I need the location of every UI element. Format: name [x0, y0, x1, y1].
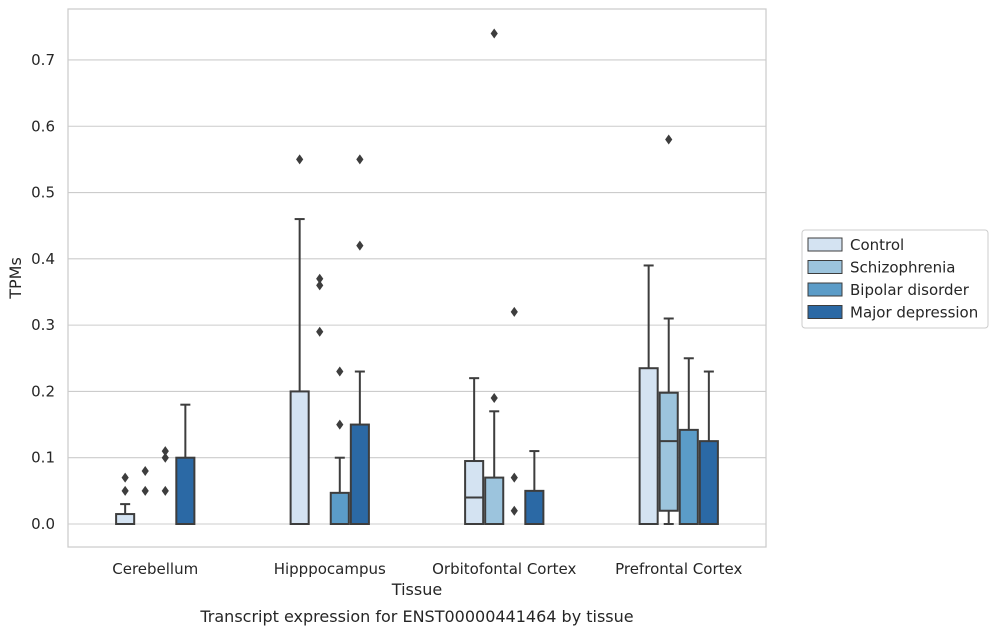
outlier-point	[510, 505, 518, 516]
outlier-point	[121, 485, 129, 496]
outlier-point	[490, 393, 498, 404]
box-group	[464, 377, 485, 526]
box	[349, 423, 370, 525]
box	[464, 460, 485, 526]
box-group	[510, 306, 518, 516]
box-group	[329, 366, 350, 525]
y-axis-label: TPMs	[6, 257, 25, 300]
box-group	[161, 446, 169, 496]
legend-swatch	[807, 237, 843, 252]
x-tick-label: Hipppocampus	[274, 560, 386, 578]
outlier-point	[161, 485, 169, 496]
outlier-point	[141, 485, 149, 496]
y-tick-label: 0.3	[31, 316, 55, 334]
y-tick-label: 0.0	[31, 515, 55, 533]
box	[115, 513, 136, 526]
outlier-point	[336, 366, 344, 377]
outlier-point	[356, 154, 364, 165]
legend-swatch	[807, 260, 843, 274]
x-tick-label: Prefrontal Cortex	[615, 560, 742, 578]
box-group	[638, 264, 659, 525]
box-group	[678, 357, 699, 525]
outlier-point	[356, 240, 364, 251]
box-group	[698, 370, 719, 526]
legend-label: Control	[850, 236, 904, 254]
plot-frame	[67, 8, 767, 548]
outlier-point	[510, 306, 518, 317]
outlier-point	[121, 472, 129, 483]
x-tick-label: Orbitofontal Cortex	[432, 560, 576, 578]
box	[678, 428, 699, 525]
outlier-point	[490, 28, 498, 39]
x-tick-labels: Cerebellum Hipppocampus Orbitofontal Corte…	[112, 560, 742, 578]
legend-swatch	[807, 282, 843, 297]
legend-label: Major depression	[850, 304, 978, 322]
chart-caption: Transcript expression for ENST0000044146…	[199, 607, 633, 626]
box	[289, 390, 310, 526]
outlier-point	[316, 326, 324, 337]
box-series	[115, 28, 719, 526]
box-group	[349, 154, 370, 525]
box	[638, 367, 659, 525]
outlier-point	[316, 273, 324, 284]
outlier-point	[336, 419, 344, 430]
outlier-point	[296, 154, 304, 165]
box	[698, 440, 719, 526]
box	[524, 489, 545, 526]
box-group	[316, 273, 324, 337]
box-group	[658, 134, 679, 525]
outlier-point	[141, 465, 149, 476]
box-group	[289, 154, 310, 526]
legend-frame	[801, 229, 989, 329]
outlier-point	[510, 472, 518, 483]
legend-label: Schizophrenia	[850, 259, 955, 277]
legend-label: Bipolar disorder	[850, 281, 970, 299]
y-tick-label: 0.6	[31, 117, 55, 135]
box-group	[484, 28, 505, 525]
y-tick-label: 0.2	[31, 382, 55, 400]
x-tick-label: Cerebellum	[112, 560, 198, 578]
box-group	[115, 472, 136, 526]
box-group	[524, 450, 545, 526]
y-tick-label: 0.7	[31, 51, 55, 69]
y-tick-label: 0.4	[31, 250, 55, 268]
outlier-point	[665, 134, 673, 145]
box	[329, 491, 350, 525]
box-group	[175, 403, 196, 525]
box-group	[141, 465, 149, 496]
outlier-point	[161, 446, 169, 457]
legend: Control Schizophrenia Bipolar disorder Majo…	[801, 229, 989, 329]
x-axis-label: Tissue	[391, 580, 442, 599]
outlier-point	[316, 280, 324, 291]
box	[484, 476, 505, 525]
y-tick-labels: 0.0 0.1 0.2 0.3 0.4 0.5 0.6 0.7	[31, 51, 55, 533]
y-tick-label: 0.5	[31, 184, 55, 202]
box	[175, 456, 196, 525]
box	[658, 391, 679, 512]
outlier-point	[161, 452, 169, 463]
y-tick-label: 0.1	[31, 449, 55, 467]
legend-swatch	[807, 305, 843, 319]
